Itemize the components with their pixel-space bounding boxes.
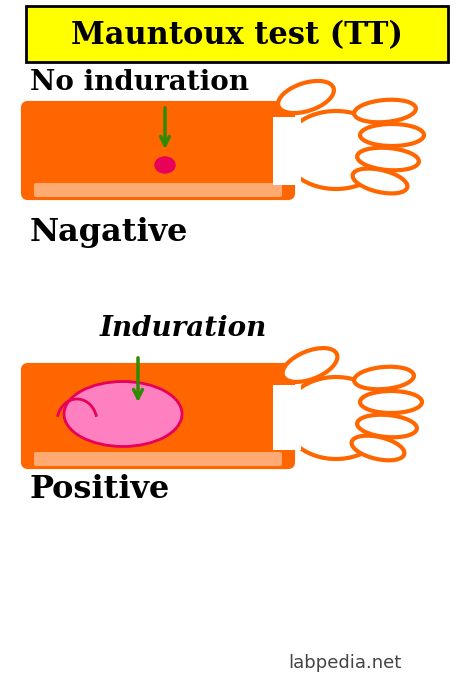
- Ellipse shape: [283, 111, 389, 189]
- Text: Nagative: Nagative: [30, 216, 188, 248]
- FancyBboxPatch shape: [273, 117, 301, 185]
- Ellipse shape: [354, 367, 414, 389]
- Ellipse shape: [278, 81, 334, 113]
- Text: Positive: Positive: [30, 475, 170, 505]
- Text: Induration: Induration: [100, 314, 267, 341]
- Ellipse shape: [360, 124, 424, 146]
- FancyBboxPatch shape: [23, 103, 293, 198]
- Text: No induration: No induration: [30, 69, 249, 97]
- Ellipse shape: [357, 148, 419, 170]
- Text: labpedia.net: labpedia.net: [288, 654, 401, 672]
- Ellipse shape: [360, 391, 422, 413]
- FancyBboxPatch shape: [23, 365, 293, 467]
- Ellipse shape: [357, 415, 417, 437]
- Ellipse shape: [155, 157, 175, 173]
- FancyBboxPatch shape: [34, 452, 282, 466]
- Ellipse shape: [353, 169, 407, 193]
- Text: Mauntoux test (TT): Mauntoux test (TT): [71, 20, 403, 52]
- Ellipse shape: [352, 436, 404, 460]
- FancyBboxPatch shape: [34, 183, 282, 197]
- FancyBboxPatch shape: [26, 6, 448, 62]
- Ellipse shape: [283, 348, 337, 382]
- FancyBboxPatch shape: [273, 385, 301, 450]
- Ellipse shape: [283, 377, 389, 459]
- Ellipse shape: [354, 100, 416, 122]
- Ellipse shape: [64, 381, 182, 447]
